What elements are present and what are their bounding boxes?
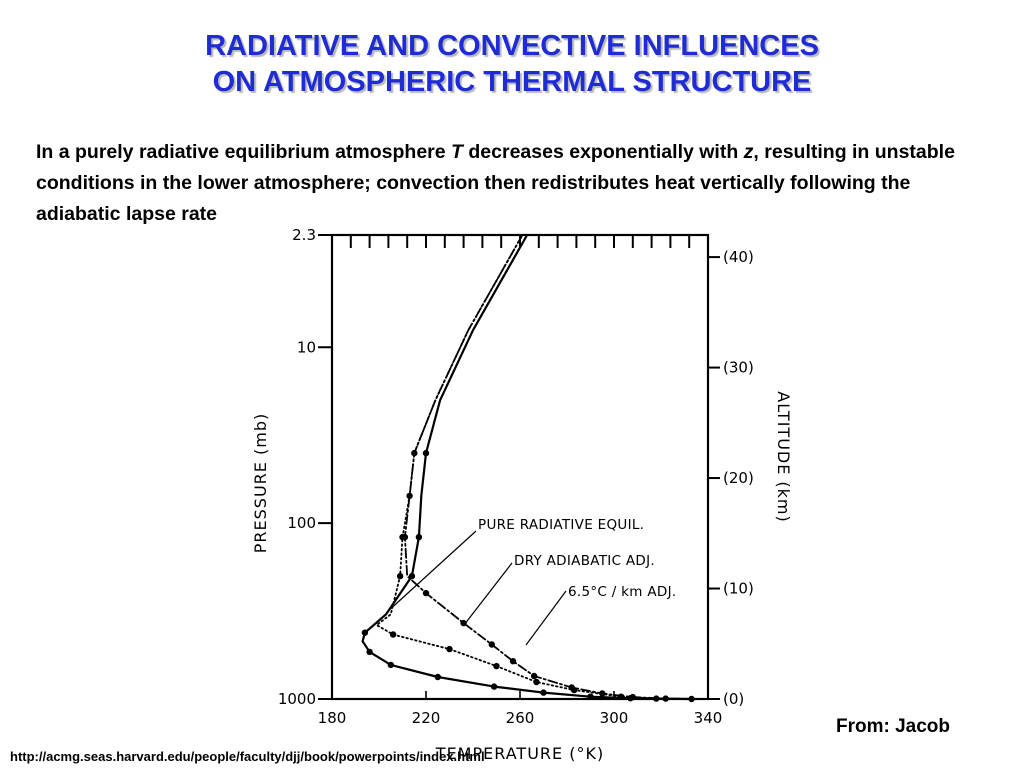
series-2-point bbox=[422, 589, 430, 597]
series-2-point bbox=[488, 641, 495, 648]
series-3-point bbox=[396, 572, 404, 580]
series-1-point bbox=[422, 449, 430, 457]
intro-text: In a purely radiative equilibrium atmosp… bbox=[36, 137, 996, 230]
x-tick-label: 260 bbox=[506, 709, 535, 727]
series-2-point bbox=[662, 695, 669, 702]
y2-tick-label: (0) bbox=[723, 690, 744, 708]
series-3-point bbox=[389, 631, 397, 638]
source-url: http://acmg.seas.harvard.edu/people/facu… bbox=[10, 749, 485, 764]
title-line-2: ON ATMOSPHERIC THERMAL STRUCTURE bbox=[212, 66, 812, 98]
series-3-point bbox=[399, 533, 406, 541]
y-axis-label: PRESSURE (mb) bbox=[251, 413, 270, 553]
series-1-point bbox=[361, 629, 369, 636]
series-3-point bbox=[446, 645, 453, 653]
y2-tick-label: (10) bbox=[723, 580, 754, 598]
y-tick-label: 10 bbox=[297, 338, 316, 356]
series-1-point bbox=[490, 683, 498, 690]
x-tick-label: 300 bbox=[600, 709, 629, 727]
intro-part-1: In a purely radiative equilibrium atmosp… bbox=[36, 141, 452, 163]
y-tick-label: 2.3 bbox=[292, 226, 316, 244]
title-line-1: RADIATIVE AND CONVECTIVE INFLUENCES bbox=[205, 30, 819, 62]
legend-leader-line bbox=[385, 530, 477, 614]
x-tick-label: 180 bbox=[318, 709, 347, 727]
series-3-point bbox=[617, 693, 625, 700]
series-1-point bbox=[366, 648, 373, 656]
intro-var-t: T bbox=[451, 141, 463, 163]
series-1-point bbox=[434, 673, 441, 681]
series-line-2 bbox=[404, 234, 693, 700]
series-line-3 bbox=[375, 234, 693, 700]
legend-leader-line bbox=[463, 562, 513, 626]
series-2-point bbox=[530, 672, 538, 680]
y-tick-label: 1000 bbox=[278, 690, 316, 708]
temperature-pressure-chart: 180 220 260 300 340 TEMPERATURE (°K) 2.3 10 100 1… bbox=[251, 226, 790, 763]
series-1-point bbox=[587, 693, 594, 700]
x-axis-label: TEMPERATURE (°K) bbox=[435, 744, 604, 763]
intro-part-2: decreases exponentially with bbox=[462, 141, 744, 163]
source-credit: From: Jacob bbox=[836, 716, 951, 737]
series-1-point bbox=[387, 661, 394, 669]
x-tick-label: 340 bbox=[694, 709, 723, 727]
y2-tick-label: (20) bbox=[723, 469, 754, 487]
intro-var-z: z bbox=[743, 141, 754, 163]
series-3-point bbox=[533, 678, 540, 686]
series-3-point bbox=[653, 695, 660, 702]
y2-tick-label: (40) bbox=[723, 248, 754, 266]
x-tick-label: 220 bbox=[412, 709, 441, 727]
series-3-point bbox=[570, 686, 578, 694]
y2-axis-label: ALTITUDE (km) bbox=[774, 391, 790, 522]
legend-label: 6.5°C / km ADJ. bbox=[568, 584, 676, 600]
y2-tick-label: (30) bbox=[723, 359, 754, 377]
intro-part-3: , resulting in unstable conditions in th… bbox=[36, 141, 955, 225]
plot-frame bbox=[330, 233, 710, 701]
series-2-point bbox=[509, 658, 517, 665]
legend-leader-line bbox=[525, 590, 567, 646]
series-2-point bbox=[460, 619, 467, 627]
series-3-point bbox=[493, 662, 500, 670]
y-tick-label: 100 bbox=[287, 514, 316, 532]
series-1-point bbox=[540, 689, 547, 696]
legend-label: PURE RADIATIVE EQUIL. bbox=[478, 517, 644, 533]
slide-title: RADIATIVE AND CONVECTIVE INFLUENCES ON A… bbox=[0, 28, 1024, 100]
legend-label: DRY ADIABATIC ADJ. bbox=[514, 553, 655, 569]
series-line-1 bbox=[361, 233, 693, 701]
series-1-point bbox=[415, 533, 423, 541]
